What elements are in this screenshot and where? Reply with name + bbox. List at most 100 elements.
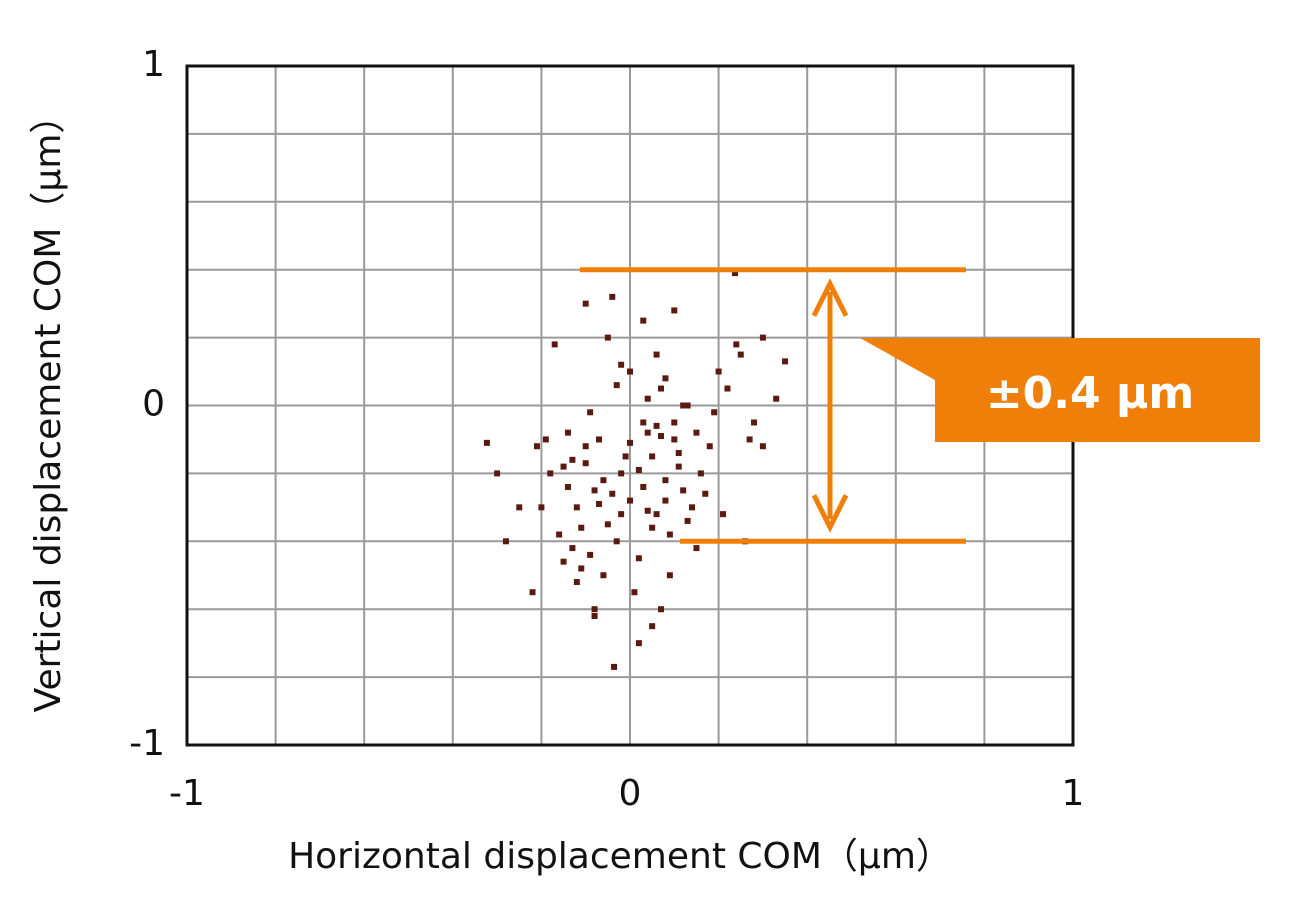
point [644, 395, 651, 402]
point [591, 612, 598, 619]
point [653, 422, 660, 429]
point [737, 351, 744, 358]
point [582, 300, 589, 307]
point [746, 436, 753, 443]
point [611, 663, 618, 670]
point [618, 470, 625, 477]
point [658, 385, 665, 392]
y-tick-label: 1 [142, 44, 165, 85]
point [538, 504, 545, 511]
point [666, 572, 673, 579]
point [684, 402, 691, 409]
point [582, 460, 589, 467]
point [724, 385, 731, 392]
point [640, 483, 647, 490]
point [631, 589, 638, 596]
point [627, 497, 633, 504]
x-tick-label: 0 [619, 773, 642, 814]
point [604, 334, 611, 341]
point [564, 429, 571, 436]
point [733, 341, 740, 348]
point [627, 368, 633, 375]
point [591, 487, 598, 494]
point [483, 439, 490, 446]
point [675, 450, 682, 457]
y-axis-title: Vertical displacement COM（µm） [28, 98, 69, 713]
point [671, 307, 678, 314]
point [573, 504, 580, 511]
point [658, 433, 665, 440]
point [560, 463, 567, 470]
point [516, 504, 523, 511]
point [693, 429, 700, 436]
point [715, 368, 722, 375]
point [731, 270, 738, 277]
y-tick-label: 0 [142, 384, 165, 425]
point [587, 409, 594, 416]
callout-box [860, 338, 1260, 442]
point [653, 511, 660, 518]
point [529, 589, 536, 596]
point [666, 531, 673, 538]
point [640, 317, 647, 324]
x-tick-label: 1 [1062, 773, 1085, 814]
point [706, 443, 713, 450]
point [533, 443, 540, 450]
point [653, 351, 660, 358]
point [680, 487, 687, 494]
point [613, 538, 620, 545]
point [591, 606, 598, 613]
point [693, 545, 700, 552]
point [720, 511, 727, 518]
point [671, 436, 678, 443]
point [551, 341, 558, 348]
point [773, 395, 780, 402]
point [711, 409, 718, 416]
point [494, 470, 501, 477]
point [613, 382, 620, 389]
point [582, 443, 589, 450]
point [662, 477, 669, 484]
point [578, 524, 585, 531]
point [649, 524, 656, 531]
point [644, 507, 651, 514]
x-axis-title: Horizontal displacement COM（µm） [288, 836, 952, 877]
point [547, 470, 554, 477]
point [697, 470, 704, 477]
point [702, 490, 709, 497]
arrow-head [811, 278, 849, 317]
point [556, 531, 563, 538]
point [640, 419, 647, 426]
point [658, 606, 665, 613]
point [635, 467, 642, 474]
point [635, 640, 642, 647]
point [502, 538, 509, 545]
point [542, 436, 549, 443]
point [644, 429, 651, 436]
point [649, 623, 656, 630]
x-tick-label: -1 [169, 773, 205, 814]
point [573, 579, 580, 586]
point [662, 375, 669, 382]
point [635, 555, 642, 562]
point [564, 483, 571, 490]
point [618, 511, 625, 518]
arrow-head [811, 494, 849, 533]
annotation-label: ±0.4 µm [986, 368, 1194, 419]
point [759, 443, 766, 450]
point [662, 497, 669, 504]
point [751, 419, 758, 426]
point [671, 419, 678, 426]
point [689, 504, 696, 511]
point [600, 572, 607, 579]
point [680, 402, 687, 409]
point [618, 361, 625, 368]
y-tick-label: -1 [129, 723, 165, 764]
point [569, 545, 576, 552]
point [759, 334, 766, 341]
point [627, 439, 633, 446]
point [587, 551, 594, 558]
point [609, 293, 616, 300]
point [604, 521, 611, 528]
